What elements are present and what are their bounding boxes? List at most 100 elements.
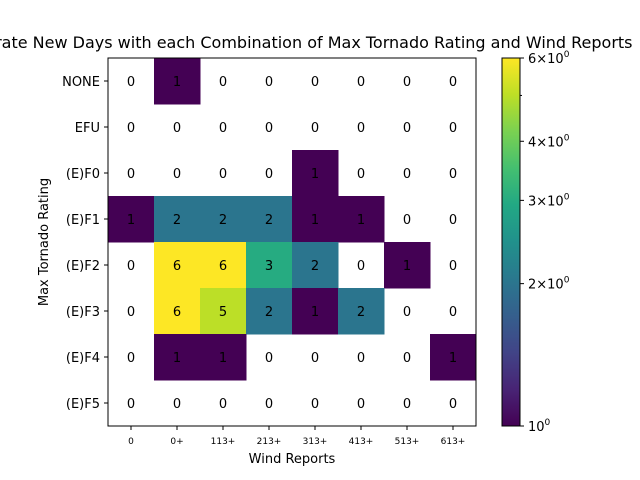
heatmap-cell [430, 334, 477, 381]
cell-value: 0 [127, 397, 135, 412]
heatmap-cell [292, 196, 339, 243]
heatmap-cell [246, 288, 293, 335]
cell-value: 0 [219, 167, 227, 182]
y-axis-ticks: NONE EFU (E)F0 (E)F1 (E)F2 (E)F3 (E)F4 (E)F5 [62, 75, 108, 412]
heatmap-cell [292, 242, 339, 289]
cell-value: 0 [449, 75, 457, 90]
cell-value: 1 [357, 213, 365, 228]
heatmap-cell [246, 242, 293, 289]
cell-value: 0 [265, 167, 273, 182]
x-tick-label: 213+ [257, 437, 282, 447]
cell-value: 0 [357, 397, 365, 412]
cell-value: 0 [403, 397, 411, 412]
heatmap-cell [200, 288, 247, 335]
x-tick-label: 0+ [170, 437, 183, 447]
cell-value: 2 [311, 259, 319, 274]
y-tick-label: NONE [62, 75, 100, 90]
cell-value: 1 [311, 167, 319, 182]
y-tick-label: EFU [75, 121, 100, 136]
heatmap-cell [384, 242, 431, 289]
plot-frame [107, 57, 477, 427]
cell-value: 0 [403, 351, 411, 366]
heatmap-cell [154, 334, 201, 381]
heatmap-cell [200, 242, 247, 289]
x-tick-label: 313+ [303, 437, 328, 447]
y-tick-label: (E)F0 [66, 167, 100, 182]
cell-value: 0 [311, 351, 319, 366]
cell-value: 0 [357, 351, 365, 366]
colorbar-tick-label: 2×100 [528, 276, 570, 293]
colorbar-ticks: 100 2×100 3×100 4×100 6×100 [520, 50, 570, 435]
heatmap-cell [200, 334, 247, 381]
cell-value: 0 [449, 167, 457, 182]
cell-value: 0 [403, 305, 411, 320]
cell-value: 0 [173, 167, 181, 182]
cell-value: 1 [403, 259, 411, 274]
cell-value: 2 [265, 213, 273, 228]
y-axis-label: Max Tornado Rating [37, 178, 52, 306]
cell-value: 5 [219, 305, 227, 320]
cell-value: 0 [219, 397, 227, 412]
cell-value: 1 [311, 305, 319, 320]
heatmap-cell [154, 288, 201, 335]
chart-title: Moderate New Days with each Combination … [0, 33, 633, 52]
cell-value: 6 [219, 259, 227, 274]
cell-value: 0 [127, 305, 135, 320]
cell-value: 0 [219, 121, 227, 136]
cell-value: 0 [449, 397, 457, 412]
colorbar-tick-label: 3×100 [528, 192, 570, 209]
colorbar-tick-label: 6×100 [528, 50, 570, 67]
x-tick-label: 413+ [349, 437, 374, 447]
x-axis-ticks: 0 0+ 113+ 213+ 313+ 413+ 513+ 613+ [128, 426, 465, 447]
y-tick-label: (E)F4 [66, 351, 100, 366]
cell-value: 0 [265, 75, 273, 90]
heatmap-cell [338, 196, 385, 243]
x-tick-label: 513+ [395, 437, 420, 447]
cell-value: 3 [265, 259, 273, 274]
cell-value: 0 [449, 121, 457, 136]
cell-value: 2 [219, 213, 227, 228]
cell-value: 0 [357, 259, 365, 274]
cell-value: 0 [449, 213, 457, 228]
cell-value: 0 [219, 75, 227, 90]
cell-value: 0 [127, 259, 135, 274]
heatmap-cell [246, 196, 293, 243]
cell-value: 0 [311, 121, 319, 136]
cell-value: 1 [173, 351, 181, 366]
colorbar-tick-label: 4×100 [528, 133, 570, 150]
colorbar-gradient [502, 58, 520, 426]
cell-value: 0 [403, 121, 411, 136]
cell-value-labels: 0 1 0 0 0 0 0 0 0 0 0 0 0 0 0 0 0 0 0 0 1 0 0 0 1 2 2 2 1 1 0 0 0 6 6 3 2 0 1 0… [127, 75, 457, 412]
cell-value: 2 [357, 305, 365, 320]
cell-value: 0 [357, 75, 365, 90]
colorbar: 100 2×100 3×100 4×100 6×100 [501, 50, 570, 435]
cell-value: 0 [173, 121, 181, 136]
cell-value: 0 [311, 75, 319, 90]
x-axis-label: Wind Reports [249, 452, 336, 467]
cell-value: 0 [357, 121, 365, 136]
cell-value: 0 [127, 75, 135, 90]
cell-value: 2 [173, 213, 181, 228]
cell-value: 1 [127, 213, 135, 228]
heatmap-cell [200, 196, 247, 243]
cell-value: 0 [265, 351, 273, 366]
colorbar-frame [501, 57, 521, 427]
cell-value: 1 [449, 351, 457, 366]
cell-value: 0 [173, 397, 181, 412]
cell-value: 0 [265, 121, 273, 136]
heatmap-cell [108, 196, 155, 243]
heatmap-cell [338, 288, 385, 335]
heatmap-cell [154, 196, 201, 243]
cell-value: 0 [403, 75, 411, 90]
heatmap-cell [292, 288, 339, 335]
heatmap-cells [108, 58, 477, 381]
cell-value: 0 [311, 397, 319, 412]
cell-value: 1 [311, 213, 319, 228]
y-tick-label: (E)F1 [66, 213, 100, 228]
cell-value: 6 [173, 259, 181, 274]
colorbar-tick-label: 100 [528, 418, 551, 435]
cell-value: 0 [449, 305, 457, 320]
cell-value: 0 [127, 167, 135, 182]
heatmap-cell [154, 58, 201, 105]
x-tick-label: 613+ [441, 437, 466, 447]
